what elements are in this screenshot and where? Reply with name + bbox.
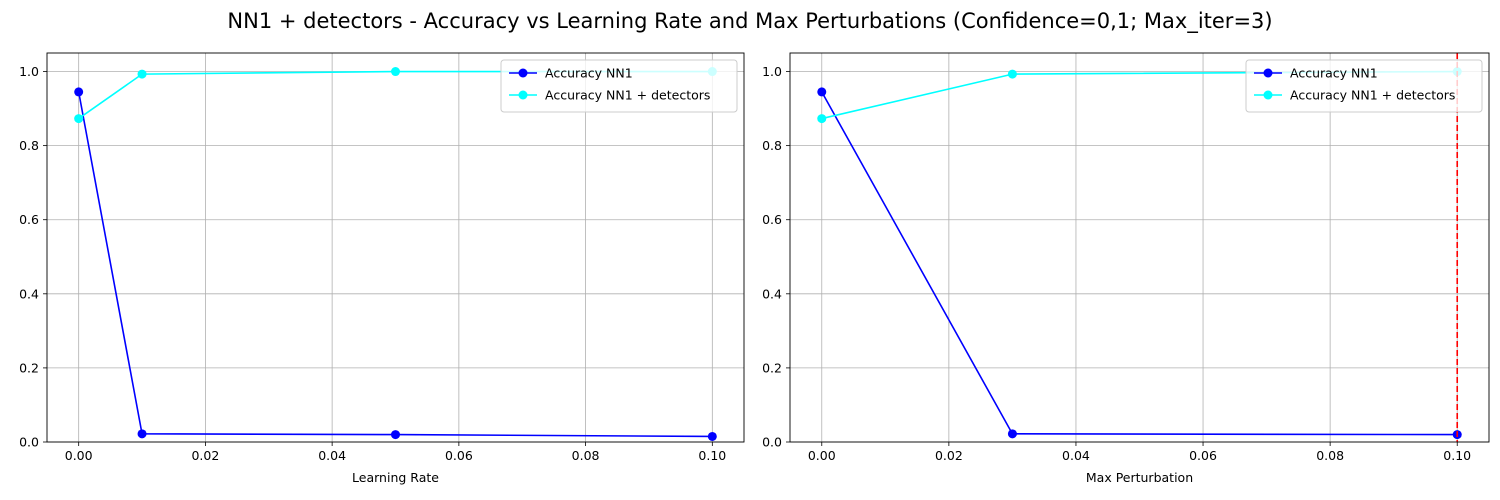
x-tick-label: 0.08 — [1316, 448, 1344, 463]
y-tick-label: 0.0 — [762, 435, 782, 450]
y-tick-label: 0.0 — [19, 435, 39, 450]
x-axis-label: Learning Rate — [352, 470, 439, 485]
y-tick-label: 0.6 — [762, 212, 782, 227]
data-point — [74, 114, 84, 124]
y-tick-label: 1.0 — [762, 64, 782, 79]
x-tick-label: 0.06 — [1189, 448, 1217, 463]
x-tick-label: 0.02 — [935, 448, 963, 463]
x-tick-label: 0.00 — [808, 448, 836, 463]
legend-label: Accuracy NN1 — [1290, 66, 1378, 81]
x-tick-label: 0.10 — [1443, 448, 1471, 463]
series-line — [821, 91, 1458, 436]
axes-frame — [46, 52, 745, 443]
y-tick-label: 0.4 — [19, 286, 39, 301]
data-point — [1007, 429, 1017, 439]
y-tick-label: 0.8 — [19, 138, 39, 153]
legend-marker — [1263, 68, 1273, 78]
data-point — [391, 430, 400, 440]
x-tick-label: 0.04 — [1062, 448, 1090, 463]
x-tick-label: 0.06 — [445, 448, 473, 463]
series-line — [77, 91, 713, 438]
y-tick-label: 0.2 — [19, 360, 39, 375]
chart-left: 0.00 0.02 0.04 0.06 0.08 0.10 0.0 0.2 0.4 0.6 0.8 1… — [19, 52, 745, 485]
data-point — [137, 429, 147, 439]
legend-label: Accuracy NN1 + detectors — [1290, 88, 1455, 103]
data-point — [817, 114, 827, 124]
x-tick-label: 0.04 — [318, 448, 346, 463]
legend-box — [1245, 59, 1483, 113]
legend-marker — [518, 68, 528, 78]
chart-right: 0.00 0.02 0.04 0.06 0.08 0.10 0.0 0.2 0.4 0.6 0.8 1… — [762, 52, 1490, 485]
x-tick-label: 0.08 — [572, 448, 600, 463]
data-point — [137, 69, 147, 79]
axes-frame — [789, 52, 1490, 443]
y-tick-label: 0.8 — [762, 138, 782, 153]
legend-label: Accuracy NN1 — [545, 66, 633, 81]
x-tick-label: 0.00 — [65, 448, 93, 463]
data-point — [74, 87, 84, 97]
x-axis-label: Max Perturbation — [1086, 470, 1193, 485]
y-tick-label: 0.6 — [19, 212, 39, 227]
data-point — [391, 67, 400, 77]
data-point — [1007, 69, 1017, 79]
legend-label: Accuracy NN1 + detectors — [545, 88, 710, 103]
y-tick-label: 1.0 — [19, 64, 39, 79]
figure-suptitle: NN1 + detectors - Accuracy vs Learning R… — [227, 9, 1272, 34]
data-point — [817, 87, 827, 97]
legend-box — [500, 59, 738, 113]
x-tick-label: 0.02 — [191, 448, 219, 463]
legend-marker — [1263, 90, 1273, 100]
data-point — [707, 431, 717, 441]
y-tick-label: 0.4 — [762, 286, 782, 301]
y-tick-label: 0.2 — [762, 360, 782, 375]
x-tick-label: 0.10 — [698, 448, 726, 463]
legend-marker — [518, 90, 528, 100]
